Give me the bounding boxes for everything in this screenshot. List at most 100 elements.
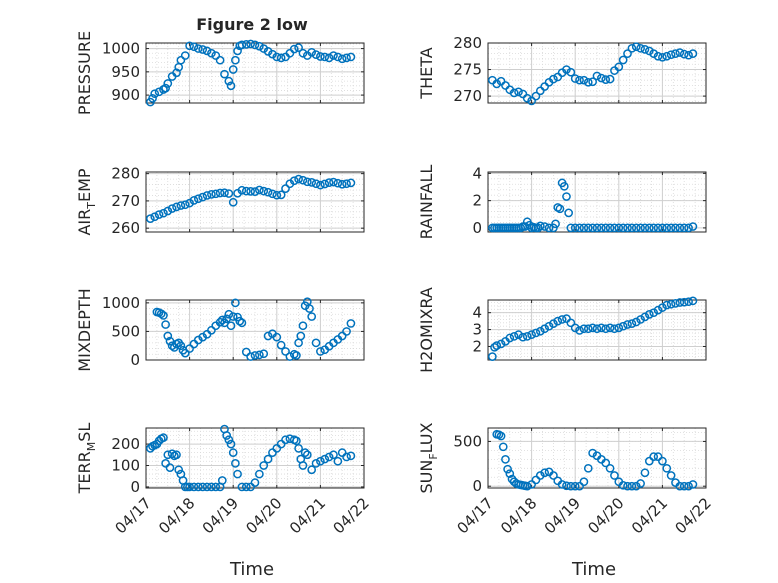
x-tick-label: 04/20	[242, 494, 285, 537]
x-axis-label-left: Time	[229, 559, 274, 580]
data-point	[346, 52, 356, 62]
data-point	[342, 53, 351, 63]
data-point	[161, 320, 170, 329]
data-point	[207, 325, 216, 335]
data-point	[276, 190, 286, 200]
y-tick-label: 280	[111, 165, 140, 183]
data-point	[490, 342, 499, 352]
data-point	[237, 185, 247, 195]
y-axis-label: TERRMSL	[75, 423, 98, 495]
data-point	[329, 177, 338, 187]
data-point	[220, 188, 229, 198]
x-tick-label: 04/22	[672, 494, 715, 537]
data-point	[146, 214, 155, 223]
data-point	[237, 40, 247, 50]
data-point	[618, 55, 628, 65]
subplot-sun_flux: 0 500 04/17 04/18 04/19 04/20 04/21 04/22 SUNFLU…	[417, 422, 715, 537]
data-point	[496, 431, 506, 441]
data-point	[154, 87, 164, 97]
data-point	[605, 223, 615, 233]
data-point	[618, 223, 628, 233]
data-point	[217, 476, 227, 485]
data-point	[259, 186, 269, 196]
y-tick-label: 2	[472, 337, 482, 355]
data-point	[228, 312, 238, 321]
data-point	[172, 68, 181, 78]
data-point	[233, 469, 242, 479]
data-point	[631, 42, 641, 52]
data-point	[644, 456, 654, 466]
data-point	[636, 43, 645, 53]
data-point	[250, 351, 260, 360]
data-point	[684, 481, 693, 491]
data-point	[557, 480, 567, 489]
y-axis-label: THETA	[417, 47, 436, 99]
data-point	[346, 178, 356, 188]
data-point	[644, 46, 654, 56]
data-point	[684, 297, 693, 307]
data-point	[165, 463, 175, 472]
data-point	[198, 45, 208, 54]
data-point	[167, 449, 177, 459]
data-point	[658, 52, 667, 62]
data-point	[575, 75, 584, 85]
y-tick-label: 260	[111, 219, 140, 237]
data-point	[185, 344, 194, 353]
data-point	[522, 481, 532, 491]
data-point	[294, 174, 303, 184]
data-point	[671, 223, 680, 233]
data-point	[246, 187, 255, 196]
data-point	[289, 176, 299, 186]
data-point	[224, 76, 234, 86]
data-point	[531, 91, 541, 101]
data-point	[302, 450, 312, 460]
data-point	[684, 50, 693, 60]
data-point	[316, 347, 325, 356]
data-point	[610, 223, 619, 233]
axes-box	[487, 427, 707, 489]
data-point	[566, 67, 576, 77]
data-point	[320, 454, 330, 464]
data-point	[601, 223, 611, 233]
data-point	[329, 450, 338, 460]
data-point	[189, 196, 199, 205]
data-point	[688, 49, 698, 58]
data-point	[156, 309, 166, 319]
data-point	[658, 456, 667, 466]
data-point	[316, 52, 325, 61]
data-point	[671, 49, 680, 58]
data-point	[246, 352, 255, 361]
data-point	[198, 482, 208, 492]
data-point	[579, 477, 589, 487]
data-point	[662, 223, 672, 233]
data-point	[346, 451, 356, 461]
data-point	[207, 190, 216, 199]
data-point	[514, 87, 523, 97]
data-point	[618, 321, 628, 331]
data-point	[211, 189, 221, 199]
data-point	[231, 459, 240, 468]
data-point	[272, 190, 282, 200]
data-point	[570, 323, 580, 333]
data-point	[276, 439, 286, 449]
data-point	[597, 223, 606, 233]
data-point	[488, 352, 497, 361]
data-point	[570, 223, 580, 233]
data-point	[631, 481, 641, 491]
data-point	[564, 208, 574, 218]
data-point	[235, 316, 245, 326]
data-point	[307, 465, 317, 475]
data-point	[226, 81, 236, 91]
subplot-rainfall: 0 2 4 RAINFALL	[417, 164, 707, 240]
data-point	[198, 192, 208, 202]
data-point	[623, 481, 632, 491]
data-point	[148, 93, 157, 103]
data-point	[562, 192, 571, 201]
data-point	[653, 51, 663, 61]
x-tick-label: 04/21	[628, 494, 671, 537]
y-axis-label: RAINFALL	[417, 165, 436, 240]
data-point	[501, 454, 510, 464]
data-point	[241, 40, 251, 49]
y-tick-label: 0	[130, 478, 140, 496]
data-point	[333, 456, 343, 466]
